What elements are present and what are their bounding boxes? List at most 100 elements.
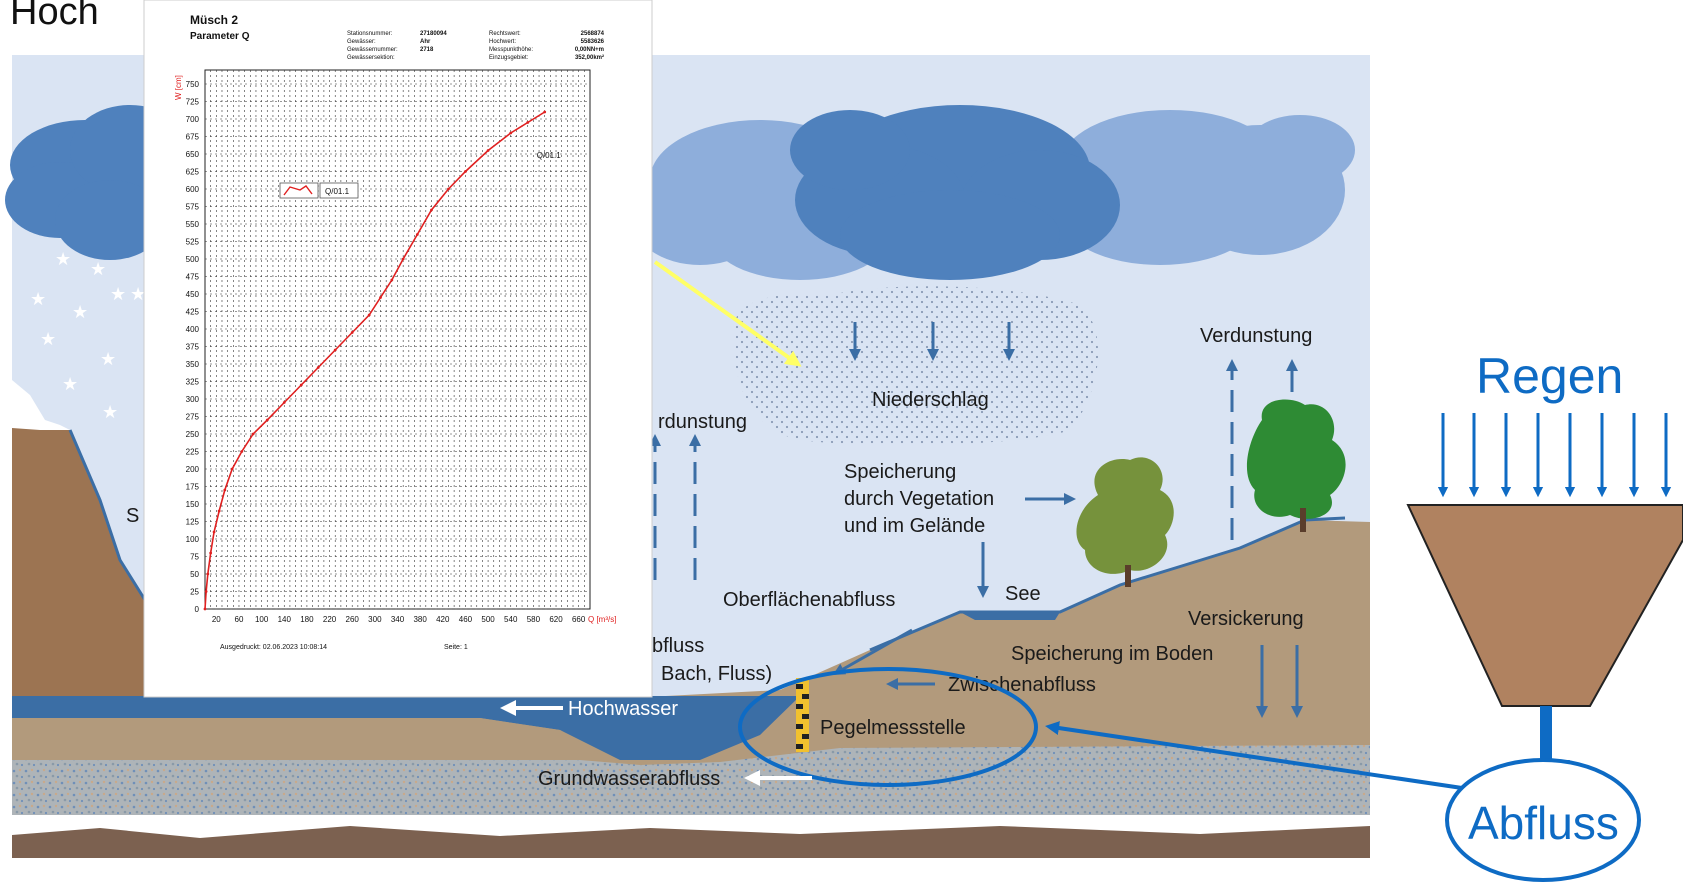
svg-text:★: ★ bbox=[90, 259, 106, 280]
svg-text:★: ★ bbox=[100, 349, 116, 370]
series-point bbox=[251, 432, 255, 436]
x-tick-label: 580 bbox=[527, 615, 541, 624]
series-point bbox=[282, 401, 286, 404]
y-tick-label: 700 bbox=[186, 115, 200, 124]
meta-value: 2718 bbox=[420, 47, 434, 53]
y-tick-label: 500 bbox=[186, 255, 200, 264]
series-point bbox=[206, 572, 210, 576]
meta-value: 2568874 bbox=[581, 31, 605, 37]
gauge-highlight-ellipse bbox=[738, 667, 1038, 787]
x-tick-label: 140 bbox=[278, 615, 292, 624]
x-tick-label: 20 bbox=[212, 615, 221, 624]
sheet-meta-left: Stationsnummer: 27180094 Gewässer: Ahr Gewäs… bbox=[347, 31, 447, 61]
meta-key: Hochwert: bbox=[489, 39, 516, 45]
meta-key: Gewässersektion: bbox=[347, 55, 395, 61]
series-point bbox=[230, 467, 234, 471]
y-tick-label: 25 bbox=[190, 588, 199, 597]
series-point bbox=[379, 296, 382, 299]
y-tick-label: 725 bbox=[186, 98, 200, 107]
river-bank bbox=[12, 718, 600, 760]
evaporation-arrows-left bbox=[649, 434, 701, 580]
y-tick-label: 0 bbox=[195, 605, 200, 614]
series-point bbox=[415, 233, 419, 236]
series-point bbox=[212, 530, 216, 534]
mountain-edge bbox=[68, 429, 147, 601]
series-point bbox=[299, 383, 303, 387]
y-tick-label: 50 bbox=[190, 570, 199, 579]
precipitation-arrows bbox=[849, 322, 1015, 361]
mountain bbox=[12, 425, 145, 700]
svg-text:★: ★ bbox=[130, 284, 146, 305]
label-zwischenabfluss: Zwischenabfluss bbox=[948, 674, 1096, 696]
x-tick-label: 100 bbox=[255, 615, 269, 624]
x-tick-label: 60 bbox=[235, 615, 244, 624]
rating-curve-chart: 20 60 100 140 180 220 260 300 340 380 420 460 500 540… bbox=[174, 69, 616, 624]
meta-key: Gewässernummer: bbox=[347, 47, 398, 53]
y-tick-label: 650 bbox=[186, 150, 200, 159]
sheet-station: Müsch 2 bbox=[190, 13, 238, 27]
arrow-surface-runoff bbox=[832, 628, 913, 675]
groundwater-layer bbox=[12, 745, 1370, 815]
y-tick-label: 550 bbox=[186, 220, 200, 229]
x-tick-label: 460 bbox=[459, 615, 473, 624]
meta-key: Stationsnummer: bbox=[347, 31, 393, 37]
y-tick-label: 300 bbox=[186, 395, 200, 404]
label-speicherung-veg-2: durch Vegetation bbox=[844, 488, 994, 510]
series-point bbox=[223, 488, 227, 492]
y-tick-label: 450 bbox=[186, 290, 200, 299]
y-tick-label: 600 bbox=[186, 185, 200, 194]
abfluss-label: Abfluss bbox=[1468, 797, 1619, 849]
meta-value: 0,00NN+m bbox=[575, 47, 604, 53]
series-point bbox=[203, 607, 207, 611]
meta-key: Rechtswert: bbox=[489, 31, 521, 37]
label-left-fragment: S bbox=[126, 505, 139, 527]
snow-stars: ★ ★★ ★★★ ★★★ ★ bbox=[30, 249, 146, 423]
y-tick-label: 625 bbox=[186, 168, 200, 177]
cloud-dark bbox=[790, 105, 1120, 280]
series-point bbox=[464, 170, 467, 173]
x-tick-label: 620 bbox=[549, 615, 563, 624]
label-oberflaechenabfluss: Oberflächenabfluss bbox=[723, 589, 895, 611]
slide-title-fragment: Hoch bbox=[10, 0, 99, 33]
meta-key: Messpunkthöhe: bbox=[489, 47, 533, 53]
tree-light-icon bbox=[1076, 457, 1174, 587]
label-versickerung: Versickerung bbox=[1188, 608, 1304, 630]
sheet-parameter: Parameter Q bbox=[190, 31, 250, 42]
mountain-snow-cap bbox=[12, 380, 70, 430]
series-point bbox=[217, 509, 221, 513]
cloud-left bbox=[5, 105, 190, 260]
infiltration-arrows bbox=[1256, 645, 1303, 718]
sheet-footer-left: Ausgedruckt: 02.06.2023 10:08:14 bbox=[220, 644, 327, 651]
label-verdunstung-right: Verdunstung bbox=[1200, 325, 1312, 347]
x-tick-label: 180 bbox=[300, 615, 314, 624]
catchment-funnel bbox=[1406, 504, 1683, 707]
meta-value: 352,00km² bbox=[575, 54, 604, 61]
x-tick-label: 380 bbox=[413, 615, 427, 624]
series-point bbox=[447, 187, 450, 191]
series-point bbox=[333, 348, 337, 352]
label-pegelmessstelle: Pegelmessstelle bbox=[820, 717, 966, 739]
series-point bbox=[209, 551, 213, 555]
y-tick-label: 525 bbox=[186, 238, 200, 247]
y-tick-label: 425 bbox=[186, 308, 200, 317]
rain-arrows-funnel bbox=[1437, 413, 1672, 498]
y-tick-label: 125 bbox=[186, 518, 200, 527]
river-water bbox=[12, 696, 800, 760]
legend-swatch-box bbox=[279, 182, 319, 199]
x-tick-label: 260 bbox=[346, 615, 360, 624]
label-hochwasser: Hochwasser bbox=[568, 698, 678, 720]
x-tick-label: 500 bbox=[481, 615, 495, 624]
regen-label: Regen bbox=[1476, 348, 1623, 404]
y-tick-label: 750 bbox=[186, 80, 200, 89]
series-point bbox=[367, 313, 371, 317]
series-point bbox=[401, 257, 405, 261]
svg-text:★: ★ bbox=[62, 374, 78, 395]
meta-key: Gewässer: bbox=[347, 39, 376, 45]
label-niederschlag: Niederschlag bbox=[872, 389, 989, 411]
bedrock-layer bbox=[12, 826, 1370, 858]
label-see: See bbox=[1005, 583, 1041, 605]
svg-text:★: ★ bbox=[110, 284, 126, 305]
label-speicherung-veg-1: Speicherung bbox=[844, 461, 956, 483]
series-point bbox=[265, 418, 269, 422]
